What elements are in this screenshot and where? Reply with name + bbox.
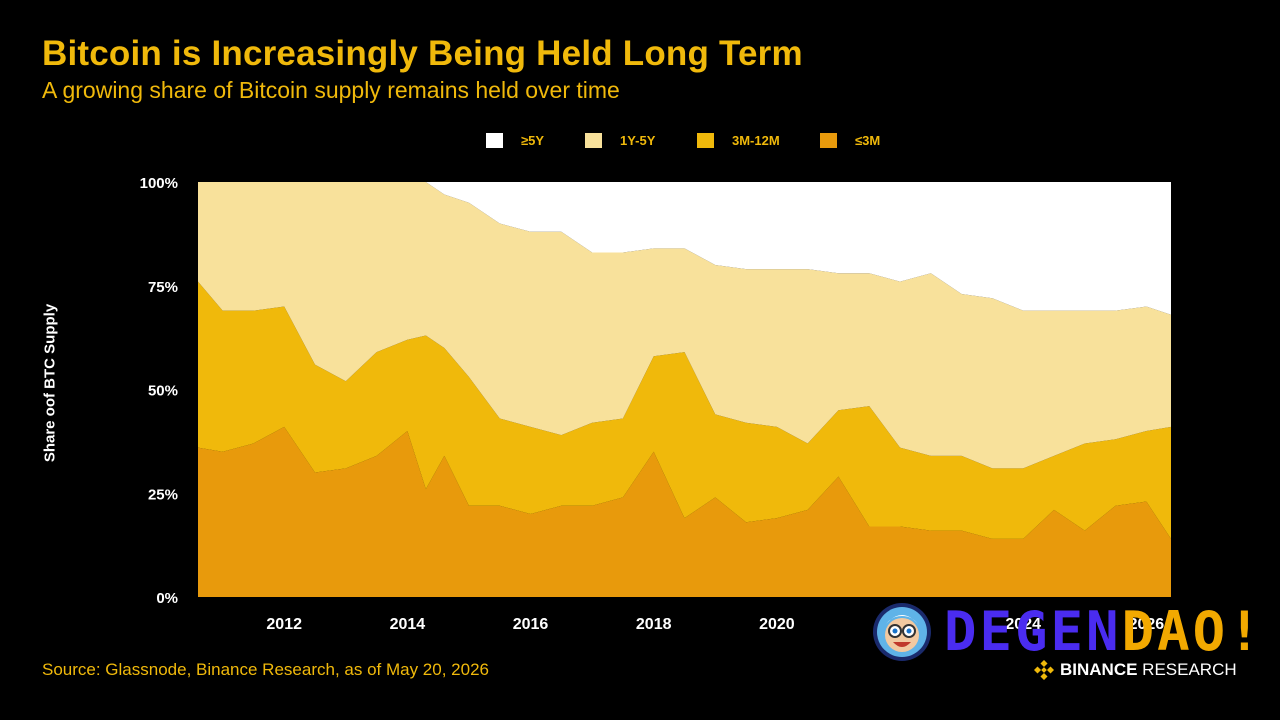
brand-text-part2: RESEARCH [1137, 660, 1237, 679]
y-tick-label: 50% [148, 383, 178, 400]
area-le3m [198, 426, 1171, 597]
degendao-watermark: DEGENDAO! [872, 602, 1264, 662]
binance-research-logo: BINANCE RESEARCH [1034, 660, 1237, 680]
cartoon-avatar-icon [873, 603, 931, 661]
binance-logo-icon [1034, 660, 1054, 680]
area-ge5y [198, 182, 1171, 315]
x-tick-label: 2018 [636, 616, 672, 633]
x-tick-label: 2026 [1129, 616, 1165, 633]
x-tick-label: 2020 [759, 616, 795, 633]
watermark-text-part2: DAO! [1121, 600, 1264, 663]
chart-subtitle: A growing share of Bitcoin supply remain… [42, 77, 620, 103]
y-tick-label: 75% [148, 279, 178, 296]
legend-swatch-ge5y [486, 133, 503, 148]
chart-legend: ≥5Y 1Y-5Y 3M-12M ≤3M [0, 133, 1280, 153]
legend-item-1y5y[interactable]: 1Y-5Y [585, 133, 655, 148]
x-tick-label: 2016 [513, 616, 549, 633]
legend-swatch-le3m [820, 133, 837, 148]
y-tick-label: 100% [140, 175, 178, 192]
x-tick-label: 2012 [266, 616, 302, 633]
legend-swatch-1y5y [585, 133, 602, 148]
y-axis-label: Share oof BTC Supply [41, 303, 59, 463]
legend-item-3m12m[interactable]: 3M-12M [697, 133, 780, 148]
legend-label-1y5y: 1Y-5Y [620, 133, 656, 148]
source-note: Source: Glassnode, Binance Research, as … [42, 660, 489, 679]
legend-item-ge5y[interactable]: ≥5Y [486, 133, 544, 148]
x-tick-label: 2014 [390, 616, 426, 633]
y-tick-label: 0% [156, 590, 178, 607]
legend-item-le3m[interactable]: ≤3M [820, 133, 880, 148]
watermark-text-part1: DEGEN [944, 600, 1122, 663]
legend-label-3m12m: 3M-12M [732, 133, 780, 148]
y-tick-label: 25% [148, 486, 178, 503]
legend-swatch-3m12m [697, 133, 714, 148]
brand-text-part1: BINANCE [1060, 660, 1138, 679]
area-3m12m [198, 281, 1171, 539]
area-1y5y [198, 182, 1171, 469]
chart-title: Bitcoin is Increasingly Being Held Long … [42, 34, 803, 73]
legend-label-le3m: ≤3M [855, 133, 881, 148]
legend-label-ge5y: ≥5Y [521, 133, 545, 148]
x-tick-label: 2024 [1005, 616, 1041, 633]
watermark-text: DEGENDAO! [944, 605, 1264, 659]
